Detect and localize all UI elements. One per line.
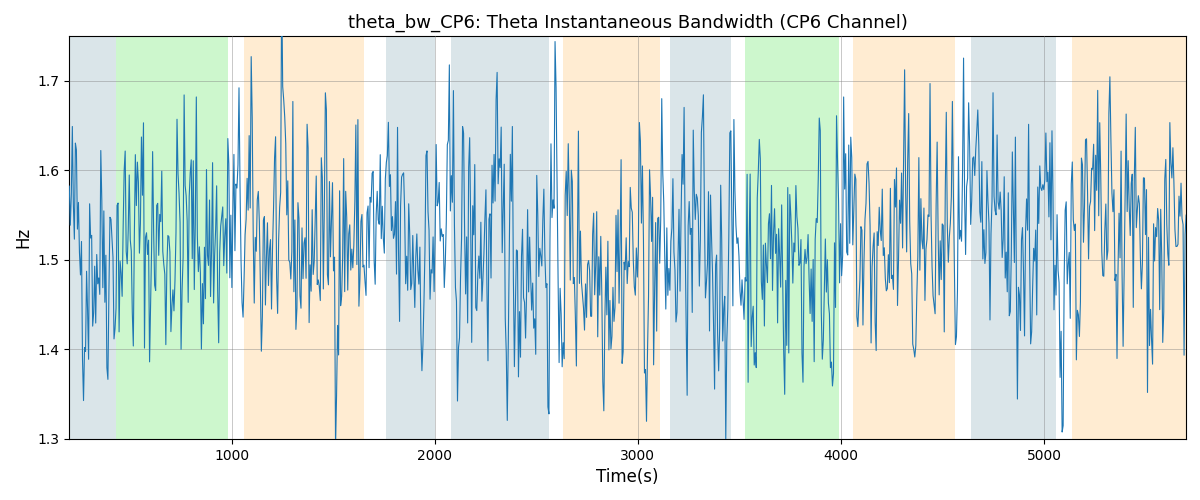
Title: theta_bw_CP6: Theta Instantaneous Bandwidth (CP6 Channel): theta_bw_CP6: Theta Instantaneous Bandwi… [348, 14, 907, 32]
Bar [116, 36, 228, 439]
Bar [244, 36, 364, 439]
Bar [1073, 36, 1186, 439]
Bar [971, 36, 1056, 439]
Bar [671, 36, 731, 439]
Bar [70, 36, 116, 439]
Y-axis label: Hz: Hz [14, 227, 32, 248]
Bar [451, 36, 548, 439]
Bar [745, 36, 839, 439]
Bar [563, 36, 660, 439]
X-axis label: Time(s): Time(s) [596, 468, 659, 486]
Bar [853, 36, 955, 439]
Bar [386, 36, 434, 439]
